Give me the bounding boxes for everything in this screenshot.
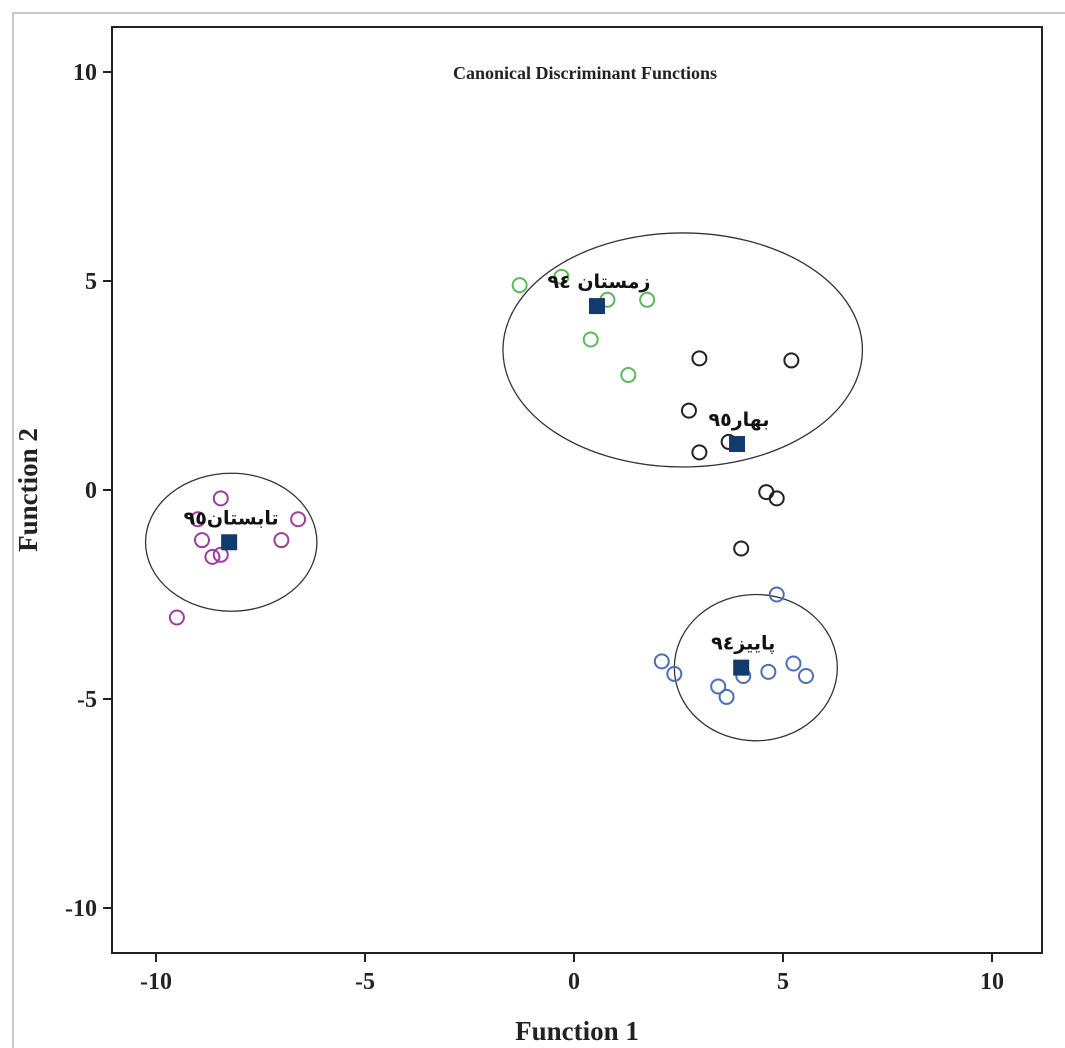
centroid-layer: زمستان ۹٤ بهار۹٥ تابستان۹٥ پاییز۹٤ [184, 271, 775, 676]
group-label: پاییز۹٤ [711, 633, 775, 655]
data-point-autumn94 [797, 668, 814, 685]
data-point-winter94 [639, 291, 656, 308]
group-ellipse [502, 232, 864, 468]
data-point-summer95 [168, 609, 185, 626]
data-point-winter94 [511, 277, 528, 294]
y-tick-label: 5 [85, 269, 97, 295]
x-tick-label: -10 [140, 969, 172, 995]
y-axis-title: Function 2 [13, 428, 43, 552]
x-tick-label: 5 [777, 969, 789, 995]
ellipse-layer [144, 232, 864, 742]
data-point-spring95 [758, 484, 775, 501]
x-axis-title: Function 1 [515, 1016, 639, 1046]
group-centroid [729, 436, 746, 453]
group-label: بهار۹٥ [709, 409, 770, 431]
y-tick-label: 10 [73, 60, 97, 86]
data-point-summer95 [212, 490, 229, 507]
page-frame [12, 12, 1065, 1048]
x-tick-label: 0 [568, 969, 580, 995]
data-point-summer95 [193, 532, 210, 549]
data-point-autumn94 [718, 688, 735, 705]
data-point-autumn94 [768, 586, 785, 603]
plot-frame [111, 26, 1043, 954]
group-ellipse [144, 472, 318, 612]
x-tick-label: -5 [355, 969, 375, 995]
group-centroid [221, 534, 238, 551]
data-point-winter94 [582, 331, 599, 348]
data-point-summer95 [212, 546, 229, 563]
group-centroid [733, 659, 750, 676]
points-layer [168, 268, 814, 705]
data-point-autumn94 [710, 678, 727, 695]
chart-title: Canonical Discriminant Functions [453, 63, 717, 83]
data-point-winter94 [620, 367, 637, 384]
data-point-autumn94 [666, 665, 683, 682]
data-point-spring95 [691, 444, 708, 461]
data-point-spring95 [733, 540, 750, 557]
data-point-autumn94 [653, 653, 670, 670]
data-point-autumn94 [785, 655, 802, 672]
data-point-summer95 [273, 532, 290, 549]
y-tick-label: -10 [65, 896, 97, 922]
group-ellipse [673, 593, 838, 742]
group-label: زمستان ۹٤ [548, 271, 651, 293]
data-point-summer95 [290, 511, 307, 528]
data-point-summer95 [189, 511, 206, 528]
y-tick-label: 0 [85, 478, 97, 504]
data-point-autumn94 [760, 663, 777, 680]
data-point-spring95 [783, 352, 800, 369]
group-label: تابستان۹٥ [184, 507, 279, 529]
x-tick-label: 10 [980, 969, 1004, 995]
data-point-summer95 [204, 548, 221, 565]
data-point-spring95 [691, 350, 708, 367]
y-tick-label: -5 [77, 687, 97, 713]
data-point-spring95 [768, 490, 785, 507]
ticks-layer: -10 -5 0 5 10 10 5 0 -5 -10 [65, 60, 1004, 995]
data-point-winter94 [553, 268, 570, 285]
group-centroid [588, 298, 605, 315]
data-point-spring95 [680, 402, 697, 419]
